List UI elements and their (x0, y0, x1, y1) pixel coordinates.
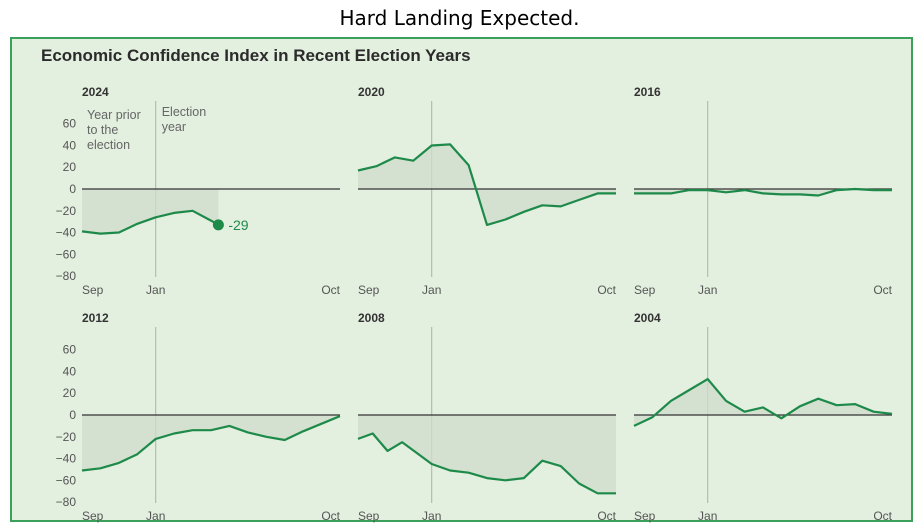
y-tick-label: −20 (56, 430, 77, 444)
panel-2012: 2012 60 40 20 0 −20 −40 −60 −80 Sep Jan Oct (56, 311, 341, 523)
x-tick-label: Sep (82, 283, 104, 297)
x-tick-label: Jan (698, 283, 717, 297)
panel-year-label: 2008 (358, 311, 385, 325)
x-tick-label: Jan (422, 509, 441, 523)
end-point-marker (212, 219, 224, 231)
annotation-line: election (87, 138, 130, 152)
x-tick-label: Oct (873, 509, 892, 523)
series-line (357, 432, 616, 495)
x-tick-label: Jan (422, 283, 441, 297)
x-tick-label: Sep (358, 283, 380, 297)
panel-year-label: 2012 (82, 311, 109, 325)
series-line (633, 378, 893, 427)
x-tick-label: Sep (82, 509, 104, 523)
panel-2020: 2020 Sep Jan Oct (357, 85, 617, 297)
x-tick-label: Jan (146, 283, 165, 297)
annotation-line: year (162, 120, 186, 134)
y-tick-label: −20 (56, 204, 77, 218)
x-tick-label: Sep (358, 509, 380, 523)
x-tick-label: Oct (873, 283, 892, 297)
area-fill (358, 415, 616, 494)
series-line (81, 415, 341, 472)
x-tick-label: Oct (321, 283, 340, 297)
area-fill (634, 379, 892, 426)
annotation-prior-year: Year prior to the election (87, 108, 141, 152)
x-tick-label: Sep (634, 283, 656, 297)
x-tick-label: Oct (597, 509, 616, 523)
panel-2024: 2024 60 40 20 0 −20 −40 −60 −80 Sep Jan Oct -29 Year … (56, 85, 341, 297)
y-tick-label: 40 (63, 364, 77, 378)
panel-year-label: 2024 (82, 85, 109, 99)
y-tick-label: 20 (63, 386, 77, 400)
series-line (357, 143, 616, 226)
annotation-election-year: Election year (162, 105, 207, 134)
x-tick-label: Sep (634, 509, 656, 523)
y-tick-label: 60 (63, 117, 77, 131)
y-tick-label: 20 (63, 160, 77, 174)
panel-year-label: 2004 (634, 311, 661, 325)
y-tick-label: 60 (63, 343, 77, 357)
series-line (81, 209, 219, 235)
y-tick-label: 40 (63, 138, 77, 152)
y-tick-label: −60 (56, 473, 77, 487)
x-tick-label: Jan (698, 509, 717, 523)
series-line (634, 187, 892, 197)
page-title: Hard Landing Expected. (339, 6, 580, 30)
panel-2004: 2004 Sep Jan Oct (633, 311, 893, 523)
panel-2008: 2008 Sep Jan Oct (357, 311, 617, 523)
panel-2016: 2016 Sep Jan Oct (634, 85, 893, 297)
y-tick-label: −80 (56, 269, 77, 283)
y-tick-label: 0 (69, 408, 76, 422)
panel-year-label: 2016 (634, 85, 661, 99)
y-tick-label: −40 (56, 226, 77, 240)
x-tick-label: Jan (146, 509, 165, 523)
y-tick-label: −40 (56, 452, 77, 466)
end-value-label: -29 (228, 217, 248, 233)
x-tick-label: Oct (597, 283, 616, 297)
area-fill (82, 189, 219, 234)
annotation-line: Year prior (87, 108, 141, 122)
panel-year-label: 2020 (358, 85, 385, 99)
y-tick-label: 0 (69, 182, 76, 196)
area-fill (82, 415, 340, 471)
chart-title: Economic Confidence Index in Recent Elec… (41, 46, 471, 65)
y-tick-label: −80 (56, 495, 77, 509)
annotation-line: to the (87, 123, 118, 137)
y-tick-label: −60 (56, 247, 77, 261)
area-fill (358, 144, 616, 225)
x-tick-label: Oct (321, 509, 340, 523)
annotation-line: Election (162, 105, 207, 119)
area-fill (634, 189, 892, 196)
